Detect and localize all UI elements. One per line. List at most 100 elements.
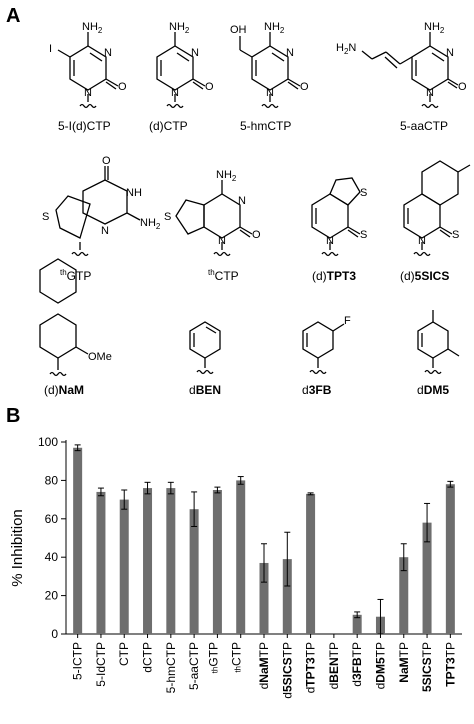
- label-tpt3: (d)TPT3: [312, 269, 356, 283]
- atom-allylamine: H2N: [336, 42, 356, 56]
- atom-oxygen: O: [118, 81, 127, 93]
- atom-amino: NH2: [82, 21, 103, 35]
- x-tick-label: d3FBTP: [350, 642, 364, 687]
- bar: [212, 490, 222, 634]
- svg-text:N: N: [326, 235, 334, 247]
- x-tick-label: thGTP: [206, 642, 220, 673]
- svg-text:N: N: [446, 47, 454, 59]
- bar: [143, 488, 153, 634]
- panel-b-letter: B: [6, 405, 20, 427]
- svg-text:N: N: [266, 87, 274, 99]
- y-tick-label: 40: [45, 550, 59, 564]
- x-tick-label: NaMTP: [397, 642, 411, 683]
- bar: [73, 447, 83, 634]
- svg-text:N: N: [238, 195, 246, 207]
- label-5-hmctp: 5-hmCTP: [240, 119, 291, 133]
- label-ctp: (d)CTP: [149, 119, 188, 133]
- panel-a-letter: A: [6, 5, 20, 27]
- svg-text:N: N: [426, 87, 434, 99]
- svg-text:N: N: [418, 235, 426, 247]
- svg-text:S: S: [452, 229, 459, 241]
- svg-text:S: S: [360, 229, 367, 241]
- atom-hydroxyl: OH: [230, 24, 247, 36]
- x-tick-label: thCTP: [230, 642, 244, 673]
- bar: [282, 559, 292, 634]
- x-tick-label: 5-IdCTP: [94, 642, 108, 687]
- bar: [96, 491, 106, 634]
- svg-text:S: S: [360, 187, 367, 199]
- x-tick-label: 5-hmCTP: [164, 642, 178, 693]
- panel-a-structures: A NH2 I N N O 5-I(d)CTP NH2 N N O (d)CTP: [6, 5, 471, 397]
- inhibition-bar-chart: B % Inhibition 0 20 40 60 80 100 5-ICTP 5-IdCTP…: [6, 405, 462, 699]
- svg-text:N: N: [101, 225, 109, 237]
- bar: [306, 493, 316, 634]
- label-ben: dBEN: [189, 383, 221, 397]
- atom-iodine: I: [49, 43, 52, 55]
- x-tick-label: 5-aaCTP: [187, 642, 201, 690]
- x-tick-label: d5SICSTP: [280, 642, 294, 699]
- svg-text:O: O: [252, 229, 261, 241]
- molecule-5-icytidine: NH2 I N N O 5-I(d)CTP: [49, 21, 127, 133]
- svg-text:NH2: NH2: [140, 217, 161, 231]
- label-dm5: dDM5: [417, 383, 449, 397]
- atom-fluorine: F: [344, 315, 351, 327]
- label-5-i-ctp: 5-I(d)CTP: [58, 119, 111, 133]
- y-tick-label: 20: [45, 589, 59, 603]
- bar: [166, 488, 176, 634]
- molecule-thieno-cytidine: NH2 S N N O thCTP: [164, 169, 261, 283]
- svg-text:O: O: [300, 81, 309, 93]
- y-tick-label: 60: [45, 512, 59, 526]
- svg-text:NH2: NH2: [424, 21, 445, 35]
- x-tick-label: 5-ICTP: [71, 642, 85, 680]
- molecule-5sics: N S (d)5SICS: [400, 160, 471, 283]
- label-nam: (d)NaM: [44, 383, 84, 397]
- bar: [352, 614, 362, 634]
- label-thctp: thCTP: [208, 268, 239, 283]
- x-tick-label: 5SICSTP: [420, 642, 434, 692]
- label-5sics: (d)5SICS: [400, 269, 449, 283]
- molecule-dm5: dDM5: [417, 310, 460, 397]
- svg-text:N: N: [286, 47, 294, 59]
- x-tick-label: dNaMTP: [257, 642, 271, 689]
- molecule-ben: dBEN: [189, 321, 221, 397]
- x-tick-label: dCTP: [141, 642, 155, 673]
- svg-text:NH2: NH2: [216, 169, 237, 183]
- bar: [236, 480, 246, 634]
- svg-text:NH2: NH2: [264, 21, 285, 35]
- svg-text:O: O: [458, 81, 467, 93]
- x-tick-label: dTPT3TP: [304, 642, 318, 693]
- svg-text:S: S: [164, 211, 171, 223]
- molecule-cytidine: NH2 N N O (d)CTP: [149, 21, 214, 133]
- svg-text:N: N: [191, 47, 199, 59]
- svg-text:O: O: [102, 155, 111, 167]
- molecule-5-aminoallylcytidine: NH2 H2N N N O 5-aaCTP: [336, 21, 467, 133]
- svg-text:NH2: NH2: [169, 21, 190, 35]
- bar: [259, 562, 269, 634]
- atom-thiophene-s: S: [42, 211, 49, 223]
- x-tick-label: CTP: [117, 642, 131, 666]
- molecule-5-hydroxymethylcytidine: NH2 OH N N O 5-hmCTP: [230, 21, 309, 133]
- bar: [119, 499, 129, 634]
- molecule-3fb: F d3FB: [302, 315, 351, 397]
- svg-text:O: O: [205, 81, 214, 93]
- molecule-thieno-guanosine: O S NH N NH2 thGTP: [42, 155, 161, 283]
- molecule-nam: OMe (d)NaM: [39, 258, 112, 397]
- x-tick-label: TPT3TP: [443, 642, 457, 687]
- bar: [445, 484, 455, 634]
- y-tick-label: 0: [51, 627, 58, 641]
- label-3fb: d3FB: [302, 383, 332, 397]
- atom-methoxy: OMe: [88, 351, 112, 363]
- y-axis-label: % Inhibition: [9, 509, 26, 587]
- atom-nh: NH: [126, 187, 142, 199]
- x-tick-label: dDM5TP: [373, 642, 387, 689]
- svg-text:N: N: [171, 87, 179, 99]
- x-tick-label: dBENTP: [327, 642, 341, 689]
- label-5-aactp: 5-aaCTP: [400, 119, 448, 133]
- svg-text:N: N: [218, 235, 226, 247]
- atom-n3: N: [104, 47, 112, 59]
- y-tick-label: 100: [38, 435, 58, 449]
- bar: [399, 557, 409, 634]
- bar: [422, 522, 432, 634]
- bar: [189, 509, 199, 634]
- molecule-tpt3: S N S (d)TPT3: [311, 177, 367, 283]
